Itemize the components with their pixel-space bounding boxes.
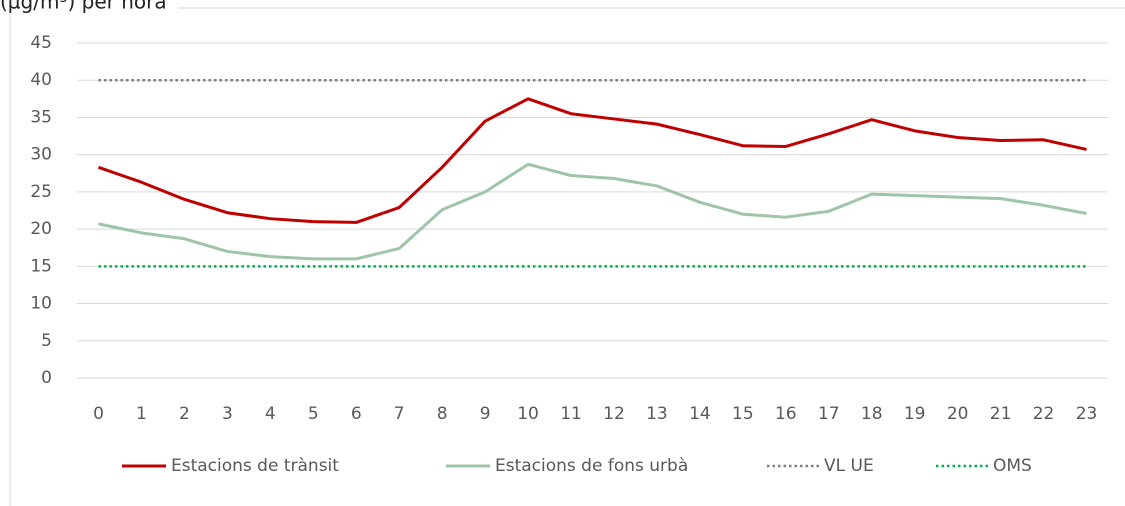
x-tick-label: 9 <box>480 404 491 424</box>
x-tick-label: 6 <box>351 404 362 424</box>
x-tick-label: 22 <box>1033 404 1055 424</box>
series-line <box>98 162 1087 261</box>
x-tick-label: 5 <box>308 404 319 424</box>
x-tick-label: 8 <box>437 404 448 424</box>
chart-frame <box>9 7 1125 506</box>
y-tick-label: 20 <box>30 219 52 239</box>
x-tick-label: 16 <box>775 404 797 424</box>
legend-label: OMS <box>993 456 1032 476</box>
x-tick-label: 3 <box>222 404 233 424</box>
x-tick-label: 11 <box>560 404 582 424</box>
y-tick-label: 45 <box>30 33 52 53</box>
y-tick-label: 0 <box>41 368 52 388</box>
x-tick-label: 17 <box>818 404 840 424</box>
x-tick-label: 1 <box>136 404 147 424</box>
legend-label: Estacions de trànsit <box>171 456 339 476</box>
x-tick-label: 0 <box>93 404 104 424</box>
x-tick-label: 23 <box>1076 404 1098 424</box>
y-tick-label: 30 <box>30 145 52 165</box>
x-tick-label: 2 <box>179 404 190 424</box>
y-tick-label: 35 <box>30 107 52 127</box>
x-tick-label: 20 <box>947 404 969 424</box>
x-tick-label: 18 <box>861 404 883 424</box>
title-backdrop <box>0 0 178 14</box>
x-tick-label: 12 <box>603 404 625 424</box>
chart-title: (µg/m³) per hora <box>0 0 167 14</box>
y-tick-label: 15 <box>30 256 52 276</box>
legend-label: Estacions de fons urbà <box>495 456 688 476</box>
x-tick-label: 15 <box>732 404 754 424</box>
series-line <box>97 97 1087 224</box>
x-tick-label: 7 <box>394 404 405 424</box>
y-tick-label: 40 <box>30 70 52 90</box>
y-tick-label: 5 <box>41 331 52 351</box>
x-tick-label: 21 <box>990 404 1012 424</box>
legend-label: VL UE <box>824 456 874 476</box>
y-tick-label: 10 <box>30 294 52 314</box>
x-tick-label: 19 <box>904 404 926 424</box>
y-tick-label: 25 <box>30 182 52 202</box>
x-tick-label: 14 <box>689 404 711 424</box>
x-tick-label: 13 <box>646 404 668 424</box>
x-tick-label: 4 <box>265 404 276 424</box>
x-tick-label: 10 <box>517 404 539 424</box>
